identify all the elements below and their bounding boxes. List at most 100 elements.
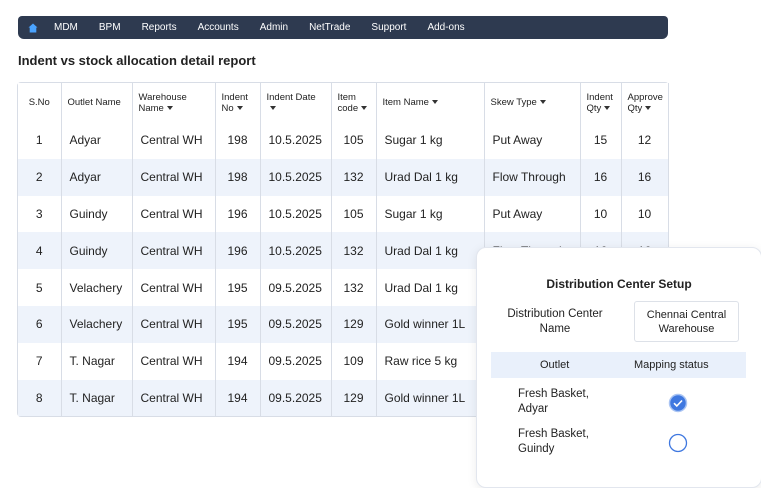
header-outlet: Outlet (540, 359, 570, 371)
column-header[interactable]: Indent Qty (580, 83, 622, 122)
table-cell: 198 (215, 122, 261, 159)
column-header: S.No (18, 83, 62, 122)
table-cell: Central WH (132, 342, 216, 380)
table-cell: 129 (331, 379, 377, 417)
nav-bar: MDM BPM Reports Accounts Admin NetTrade Suppor… (18, 16, 668, 39)
table-cell: 10.5.2025 (260, 195, 332, 233)
table-cell: 105 (331, 122, 377, 159)
column-header[interactable]: Indent Date (260, 83, 332, 122)
column-header-text: S.No (28, 97, 50, 108)
sort-caret (431, 100, 438, 105)
table-cell: Urad Dal 1 kg (376, 232, 485, 270)
table-cell: 3 (18, 195, 62, 233)
table-cell: 6 (18, 305, 62, 343)
table-cell: 195 (215, 269, 261, 306)
table-cell: Velachery (61, 269, 133, 306)
table-row: 3 Guindy Central WH 196 10.5.2025 105 Sugar 1 … (18, 195, 669, 233)
table-cell: 10.5.2025 (260, 122, 332, 159)
column-header-text: Indent Date (266, 91, 316, 103)
table-cell: 15 (580, 122, 622, 159)
table-cell: Raw rice 5 kg (376, 342, 485, 380)
table-cell: 09.5.2025 (260, 342, 332, 380)
nav-item[interactable]: Reports (141, 22, 177, 33)
table-cell: 196 (215, 195, 261, 233)
table-row: 1 Adyar Central WH 198 10.5.2025 105 Sugar 1 k… (18, 122, 669, 159)
table-cell: Central WH (132, 305, 216, 343)
table-cell: 16 (621, 158, 669, 196)
column-header-text: Item Name (382, 97, 429, 108)
mapping-status[interactable] (668, 393, 688, 413)
table-cell: Gold winner 1L (376, 379, 485, 417)
column-header-text: Item code (337, 91, 359, 114)
table-cell: 09.5.2025 (260, 305, 332, 343)
table-cell: Guindy (61, 195, 133, 233)
column-header[interactable]: Warehouse Name (132, 83, 216, 122)
table-cell: Central WH (132, 379, 216, 417)
nav-item[interactable]: Accounts (197, 22, 239, 33)
nav-item[interactable]: MDM (54, 22, 78, 33)
column-header[interactable]: Skew Type (484, 83, 581, 122)
table-cell: Adyar (61, 158, 133, 196)
mapping-header: Outlet Mapping status (491, 352, 746, 378)
table-cell: 195 (215, 305, 261, 343)
mapping-status[interactable] (668, 433, 688, 453)
column-header-text: Indent Qty (586, 91, 613, 114)
nav-item[interactable]: Admin (259, 22, 289, 33)
column-header-text: Approve Qty (627, 91, 663, 114)
table-cell: 16 (580, 158, 622, 196)
table-cell: 198 (215, 158, 261, 196)
header-status: Mapping status (634, 359, 709, 371)
nav-item[interactable]: Add-ons (427, 22, 465, 33)
table-cell: 132 (331, 158, 377, 196)
column-header-text: Outlet Name (67, 97, 121, 108)
card-title: Distribution Center Setup (546, 277, 692, 291)
sort-caret (236, 105, 243, 110)
home-icon[interactable] (28, 23, 38, 33)
table-cell: Sugar 1 kg (376, 122, 485, 159)
table-cell: 09.5.2025 (260, 269, 332, 306)
table-cell: 10 (580, 195, 622, 233)
column-header[interactable]: Approve Qty (621, 83, 669, 122)
field-value[interactable]: Chennai Central Warehouse (634, 301, 739, 342)
outlet-name: Fresh Basket, Guindy (518, 428, 589, 455)
table-cell: 2 (18, 158, 62, 196)
table-cell: 10 (621, 195, 669, 233)
column-header[interactable]: Item Name (376, 83, 485, 122)
status-checked (668, 393, 688, 413)
table-cell: 10.5.2025 (260, 158, 332, 196)
table-cell: 109 (331, 342, 377, 380)
table-cell: Central WH (132, 269, 216, 306)
table-cell: T. Nagar (61, 342, 133, 380)
column-header[interactable]: Indent No (215, 83, 261, 122)
column-header-text: Indent No (221, 91, 248, 114)
table-cell: 196 (215, 232, 261, 270)
sort-caret (539, 100, 546, 105)
table-cell: 132 (331, 269, 377, 306)
sort-caret (604, 105, 611, 110)
table-cell: 4 (18, 232, 62, 270)
table-cell: Adyar (61, 122, 133, 159)
table-cell: Central WH (132, 122, 216, 159)
table-cell: Central WH (132, 158, 216, 196)
table-cell: 132 (331, 232, 377, 270)
table-cell: T. Nagar (61, 379, 133, 417)
table-cell: 09.5.2025 (260, 379, 332, 417)
nav-item[interactable]: Support (371, 22, 407, 33)
table-cell: 105 (331, 195, 377, 233)
column-header[interactable]: Item code (331, 83, 377, 122)
sort-caret (269, 105, 276, 110)
table-cell: Sugar 1 kg (376, 195, 485, 233)
table-cell: Velachery (61, 305, 133, 343)
table-cell: Guindy (61, 232, 133, 270)
table-cell: Gold winner 1L (376, 305, 485, 343)
table-cell: 194 (215, 342, 261, 380)
sort-caret (361, 105, 368, 110)
outlet-name: Fresh Basket, Adyar (518, 388, 589, 415)
table-cell: Urad Dal 1 kg (376, 269, 485, 306)
nav-item[interactable]: NetTrade (309, 22, 351, 33)
nav-item[interactable]: BPM (98, 22, 121, 33)
table-cell: Flow Through (484, 158, 581, 196)
status-unchecked (668, 433, 688, 453)
table-row: 2 Adyar Central WH 198 10.5.2025 132 Urad Dal … (18, 158, 669, 196)
